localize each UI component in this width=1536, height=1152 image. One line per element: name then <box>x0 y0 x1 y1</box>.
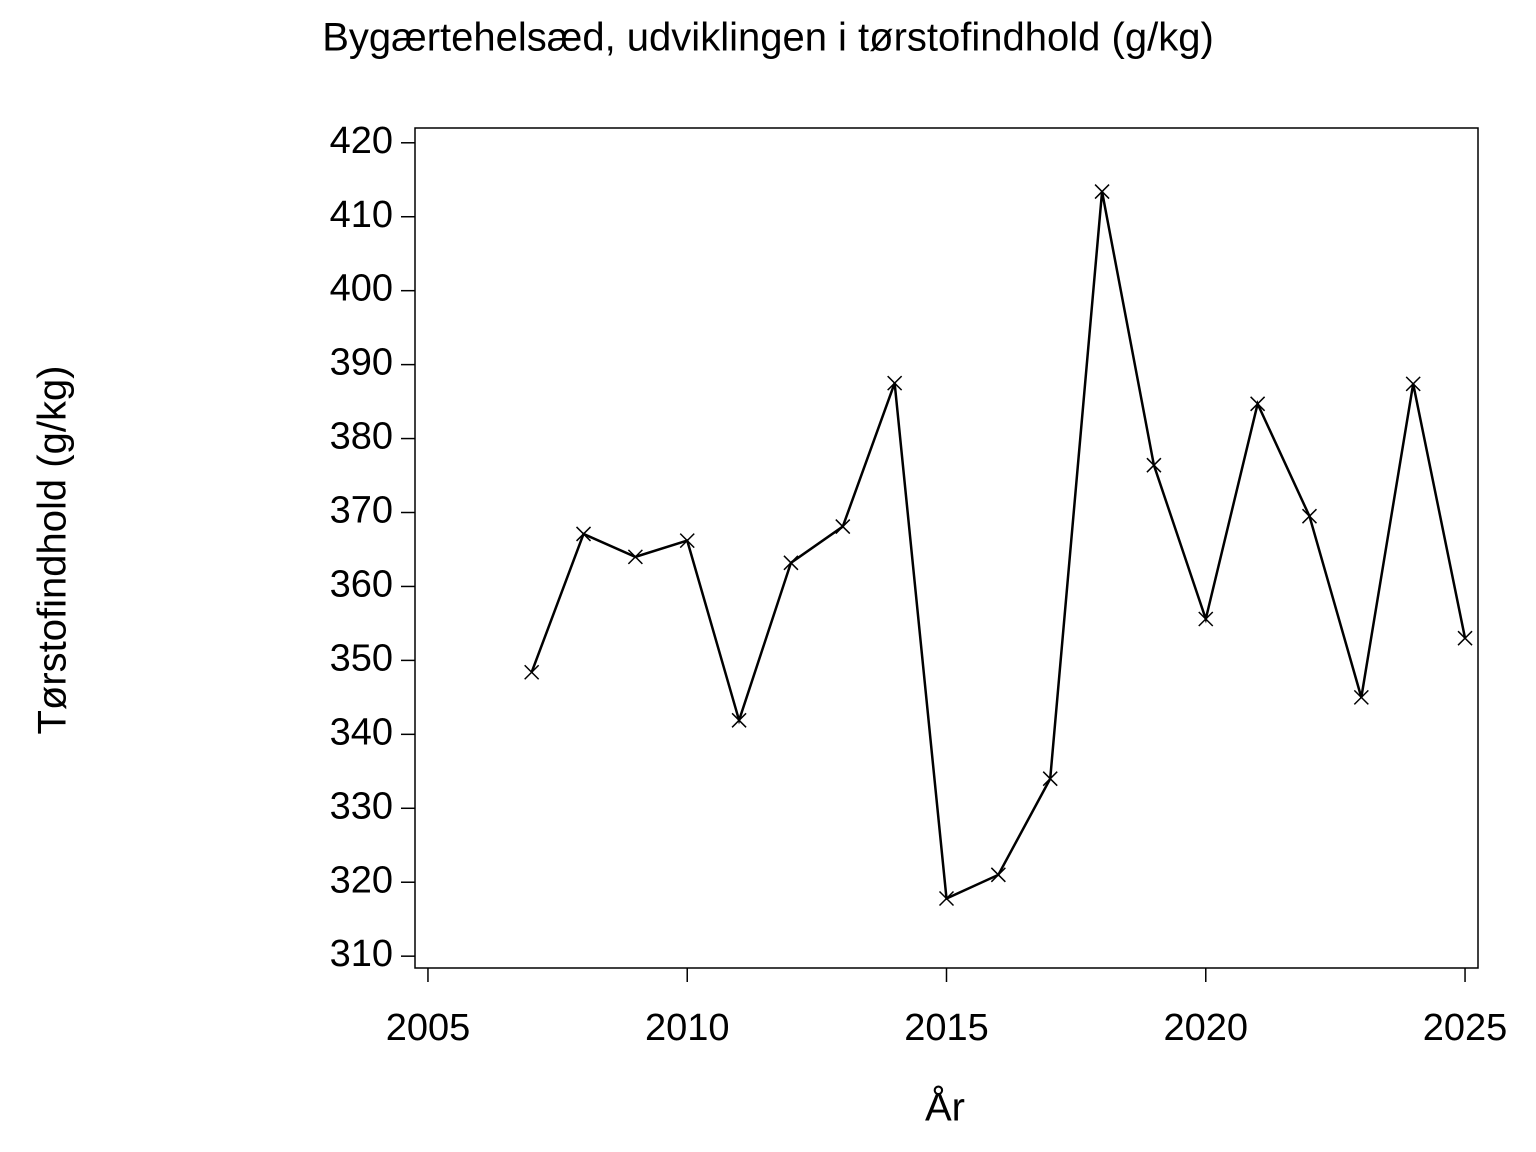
data-marker <box>524 664 540 680</box>
x-tick-label: 2015 <box>904 1007 989 1049</box>
data-marker <box>783 555 799 571</box>
data-marker <box>679 533 695 549</box>
y-tick-label: 340 <box>330 711 393 753</box>
y-tick-label: 410 <box>330 194 393 236</box>
chart-title: Bygærtehelsæd, udviklingen i tørstofindh… <box>322 16 1214 60</box>
y-tick-label: 360 <box>330 563 393 605</box>
data-marker <box>938 890 955 907</box>
data-marker <box>835 519 851 535</box>
data-marker <box>1250 396 1266 412</box>
y-axis-label: Tørstofindhold (g/kg) <box>31 365 75 734</box>
x-tick-label: 2025 <box>1423 1007 1508 1049</box>
y-tick-label: 310 <box>330 933 393 975</box>
data-marker <box>990 867 1006 883</box>
y-tick-label: 350 <box>330 637 393 679</box>
data-marker <box>1457 630 1473 646</box>
data-marker <box>575 526 592 542</box>
data-marker <box>627 549 643 565</box>
data-marker <box>1146 457 1162 473</box>
data-marker <box>1301 508 1318 524</box>
data-marker <box>1353 689 1369 705</box>
y-tick-label: 320 <box>330 859 393 901</box>
y-tick-label: 390 <box>330 342 393 384</box>
data-marker <box>1405 376 1421 392</box>
y-tick-label: 420 <box>330 120 393 162</box>
x-tick-label: 2005 <box>386 1007 471 1049</box>
x-tick-label: 2020 <box>1163 1007 1248 1049</box>
data-marker <box>1042 771 1058 787</box>
data-marker <box>1198 611 1214 627</box>
y-tick-label: 400 <box>330 268 393 310</box>
x-axis-label: År <box>925 1085 965 1130</box>
data-marker <box>731 712 747 728</box>
y-tick-label: 370 <box>330 490 393 532</box>
data-line <box>530 191 1467 901</box>
x-tick-label: 2010 <box>645 1007 730 1049</box>
y-tick-label: 380 <box>330 416 393 458</box>
data-marker <box>1094 184 1110 200</box>
data-marker <box>887 375 903 391</box>
y-tick-label: 330 <box>330 785 393 827</box>
